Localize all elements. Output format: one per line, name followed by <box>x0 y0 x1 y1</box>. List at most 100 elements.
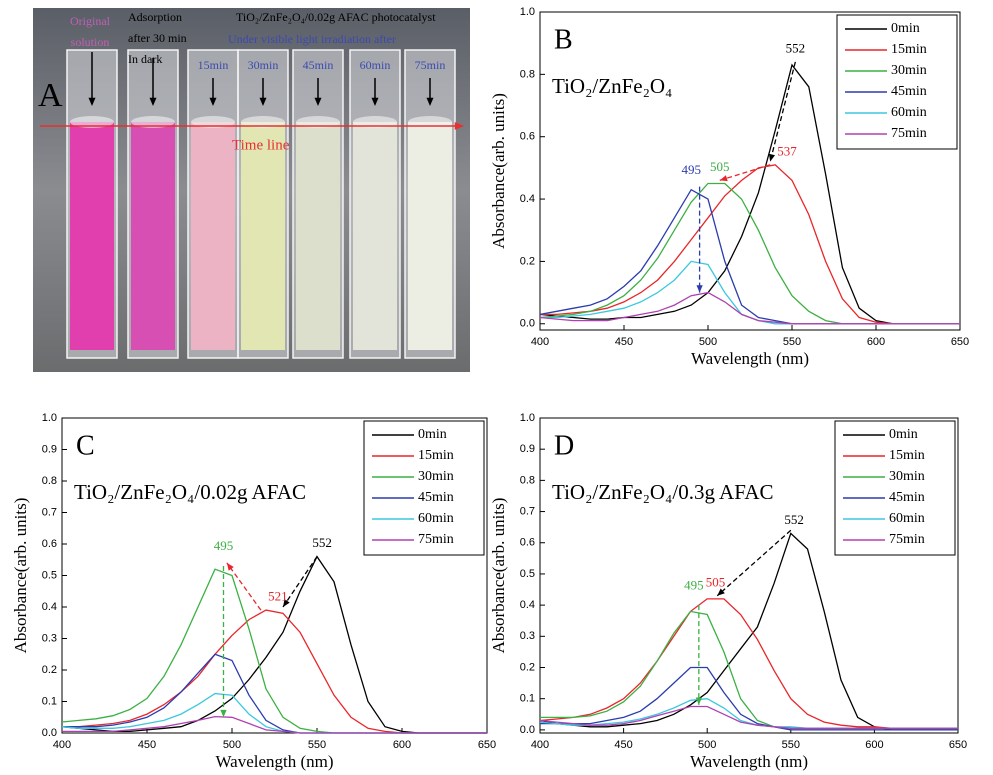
y-tick-label: 0.0 <box>520 318 535 330</box>
arrow-head <box>426 97 434 106</box>
y-tick-label: 0.6 <box>42 538 57 550</box>
arrow-head <box>768 153 775 162</box>
peak-label: 495 <box>681 162 701 177</box>
peak-label: 495 <box>684 577 704 592</box>
legend-label: 45min <box>889 490 925 505</box>
y-tick-label: 0.4 <box>520 193 535 205</box>
annotation-arrow <box>719 164 771 181</box>
y-tick-label: 0.0 <box>42 727 57 739</box>
meniscus <box>408 116 452 128</box>
y-tick-label: 0.5 <box>42 569 57 581</box>
y-tick-label: 0.1 <box>520 693 535 705</box>
peak-label: 552 <box>784 512 804 527</box>
y-tick-label: 0.2 <box>520 255 535 267</box>
panel-letter: C <box>76 430 95 461</box>
legend-label: 75min <box>889 532 925 547</box>
legend-box <box>836 14 958 150</box>
series-line <box>539 188 960 325</box>
meniscus <box>131 116 175 128</box>
x-tick-label: 450 <box>614 739 632 751</box>
adsorption-label: Adsorption <box>128 10 182 24</box>
x-tick-label: 650 <box>478 739 496 751</box>
arrow-head <box>695 697 702 705</box>
legend-box <box>363 420 485 556</box>
y-tick-label: 0.4 <box>520 599 535 611</box>
x-tick-label: 550 <box>308 739 326 751</box>
arrow-head <box>220 709 227 718</box>
x-axis-label: Wavelength (nm) <box>215 752 333 771</box>
y-axis-label: Absorbance(arb. units) <box>489 93 508 249</box>
arrow-head <box>149 97 157 106</box>
chart-title: TiO₂/ZnFe₂O₄ <box>552 74 672 98</box>
cuvette-liquid <box>191 122 235 350</box>
arrow-head <box>226 562 234 571</box>
adsorption-label: after 30 min <box>128 31 187 45</box>
x-tick-label: 400 <box>531 739 549 751</box>
adsorption-label: In dark <box>128 52 162 66</box>
arrow-head <box>259 97 267 106</box>
y-tick-label: 0.5 <box>520 568 535 580</box>
y-tick-label: 0.8 <box>520 68 535 80</box>
chart-title: TiO₂/ZnFe₂O₄/0.3g AFAC <box>552 480 774 504</box>
legend-label: 45min <box>891 84 927 99</box>
y-tick-label: 0.1 <box>42 695 57 707</box>
original-label: Original <box>70 14 111 28</box>
meniscus <box>191 116 235 128</box>
x-tick-label: 500 <box>698 739 716 751</box>
x-tick-label: 550 <box>783 336 801 348</box>
panel-letter: A <box>38 77 63 114</box>
y-tick-label: 1.0 <box>42 412 57 424</box>
series-line <box>61 692 487 734</box>
legend-label: 30min <box>889 469 925 484</box>
meniscus <box>353 116 397 128</box>
meniscus <box>241 116 285 128</box>
legend-label: 75min <box>418 532 454 547</box>
legend-label: 15min <box>889 448 925 463</box>
cuvette-liquid <box>131 122 175 350</box>
arrow-head <box>283 599 290 607</box>
irradiation-label: Under visible light irradiation after <box>228 32 396 46</box>
time-label: 30min <box>248 58 279 72</box>
peak-label: 505 <box>706 574 726 589</box>
x-tick-label: 400 <box>531 336 549 348</box>
original-label: solution <box>71 35 110 49</box>
plot-frame <box>539 11 961 331</box>
series-line <box>539 532 958 731</box>
y-axis-label: Absorbance(arb. units) <box>489 498 508 654</box>
series-line <box>540 666 958 731</box>
series-line <box>540 610 958 731</box>
legend-label: 15min <box>891 42 927 57</box>
catalyst-label: TiO₂/ZnFe₂O₄/0.02g AFAC photocatalyst <box>236 10 436 24</box>
legend-label: 30min <box>891 63 927 78</box>
series-line <box>62 609 487 734</box>
x-tick-label: 600 <box>393 739 411 751</box>
x-tick-label: 600 <box>865 739 883 751</box>
legend-label: 0min <box>418 427 447 442</box>
x-tick-label: 450 <box>615 336 633 348</box>
y-tick-label: 1.0 <box>520 6 535 18</box>
series-line <box>539 182 960 325</box>
y-tick-label: 0.6 <box>520 131 535 143</box>
annotation-arrow <box>716 529 792 597</box>
legend-label: 75min <box>891 126 927 141</box>
series-line <box>540 260 960 325</box>
series-line <box>62 715 487 734</box>
y-tick-label: 0.8 <box>520 474 535 486</box>
y-tick-label: 0.3 <box>42 632 57 644</box>
peak-label: 537 <box>777 143 797 158</box>
x-tick-label: 450 <box>138 739 156 751</box>
annotation-arrow <box>769 61 796 162</box>
legend-box <box>834 420 956 556</box>
time-label: 75min <box>415 58 446 72</box>
x-tick-label: 500 <box>223 739 241 751</box>
cuvette-liquid <box>353 122 397 350</box>
timeline-label: Time line <box>232 137 290 153</box>
arrow-head <box>371 97 379 106</box>
series-line <box>539 291 960 325</box>
y-tick-label: 0.2 <box>520 661 535 673</box>
arrow-head <box>209 97 217 106</box>
legend-label: 30min <box>418 469 454 484</box>
legend-label: 60min <box>889 511 925 526</box>
legend-label: 60min <box>418 511 454 526</box>
